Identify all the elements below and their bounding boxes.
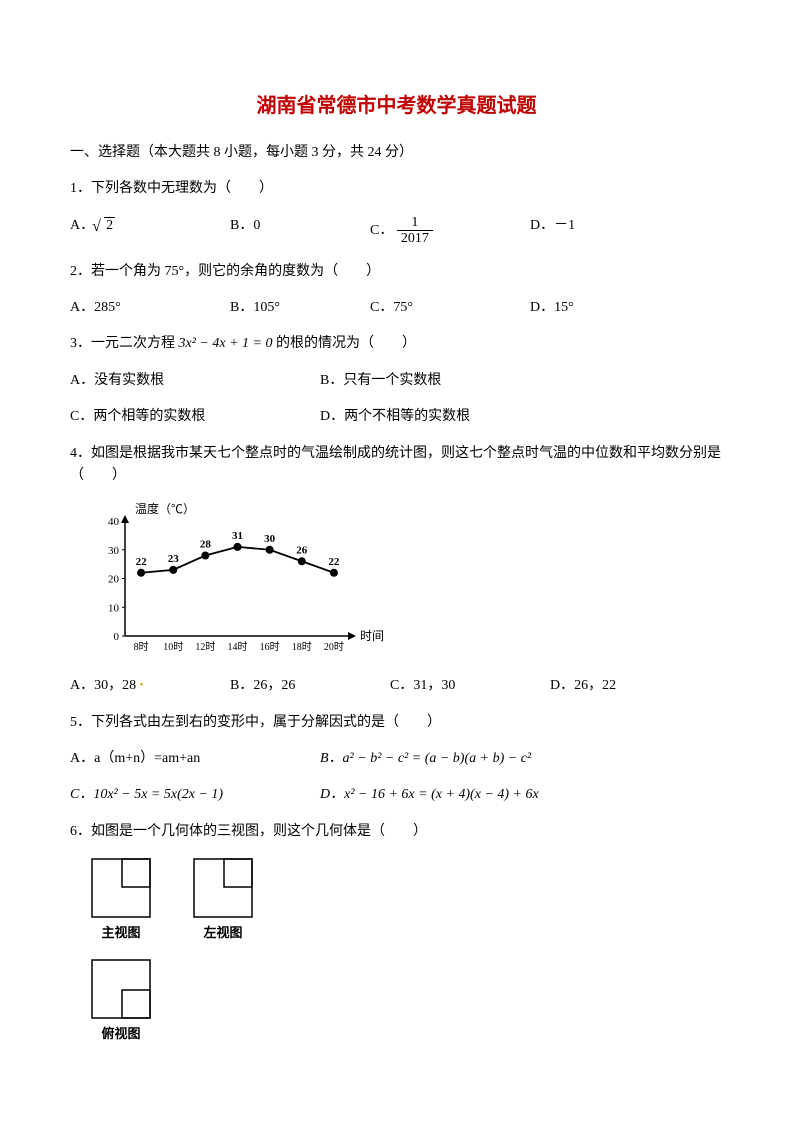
- left-view-label: 左视图: [192, 923, 254, 944]
- q4-option-d: D．26，22: [550, 675, 710, 697]
- q5-option-d: D．x² − 16 + 6x = (x + 4)(x − 4) + 6x: [320, 784, 539, 806]
- q3-option-b: B．只有一个实数根: [320, 370, 570, 392]
- svg-text:20: 20: [108, 574, 120, 586]
- svg-text:22: 22: [328, 556, 340, 568]
- svg-text:时间: 时间: [360, 629, 384, 643]
- q2-option-c: C．75°: [370, 297, 530, 319]
- sqrt-icon: 2: [94, 215, 115, 237]
- q3-post: 的根的情况为（ ）: [272, 336, 416, 351]
- svg-text:18时: 18时: [292, 641, 312, 653]
- q3-eq: 3x² − 4x + 1 = 0: [179, 336, 273, 351]
- svg-text:0: 0: [114, 631, 120, 643]
- fraction: 1 2017: [397, 215, 433, 247]
- q3-option-a: A．没有实数根: [70, 370, 320, 392]
- temperature-line-chart: 温度（℃） 0 10 20 30 40 8时 10时 12时 14时 16时 18时 20时 时间 22 23…: [90, 501, 390, 661]
- q1-option-d: D．－1: [530, 215, 670, 247]
- svg-text:26: 26: [296, 545, 308, 557]
- main-view-svg: [90, 857, 152, 919]
- q1-option-c: C． 1 2017: [370, 215, 530, 247]
- q5-option-a: A．a（m+n）=am+an: [70, 748, 320, 770]
- svg-text:20时: 20时: [324, 641, 344, 653]
- q2-option-d: D．15°: [530, 297, 670, 319]
- top-view-label: 俯视图: [90, 1024, 152, 1045]
- svg-text:23: 23: [168, 553, 180, 565]
- top-view: 俯视图: [90, 958, 152, 1045]
- q6-views-row2: 俯视图: [90, 958, 723, 1045]
- q2-option-a: A．285°: [70, 297, 230, 319]
- svg-text:40: 40: [108, 516, 120, 528]
- question-2: 2．若一个角为 75°，则它的余角的度数为（ ）: [70, 261, 723, 283]
- q4-option-b: B．26，26: [230, 675, 390, 697]
- section-1-header: 一、选择题（本大题共 8 小题，每小题 3 分，共 24 分）: [70, 142, 723, 164]
- q5-option-c: C．10x² − 5x = 5x(2x − 1): [70, 784, 320, 806]
- q2-options: A．285° B．105° C．75° D．15°: [70, 297, 723, 319]
- svg-text:30: 30: [264, 533, 276, 545]
- svg-text:22: 22: [136, 556, 148, 568]
- svg-text:10时: 10时: [163, 641, 183, 653]
- q1-option-b: B．0: [230, 215, 370, 247]
- left-view-svg: [192, 857, 254, 919]
- svg-text:31: 31: [232, 530, 243, 542]
- q4-chart: 温度（℃） 0 10 20 30 40 8时 10时 12时 14时 16时 18时 20时 时间 22 23…: [90, 501, 723, 661]
- svg-text:14时: 14时: [228, 641, 248, 653]
- q3-pre: 3．一元二次方程: [70, 336, 179, 351]
- q1-c-prefix: C．: [370, 223, 393, 238]
- question-4: 4．如图是根据我市某天七个整点时的气温绘制成的统计图，则这七个整点时气温的中位数…: [70, 443, 723, 488]
- svg-text:16时: 16时: [260, 641, 280, 653]
- top-view-svg: [90, 958, 152, 1020]
- svg-text:8时: 8时: [134, 641, 149, 653]
- q1-a-prefix: A．: [70, 218, 94, 233]
- question-6: 6．如图是一个几何体的三视图，则这个几何体是（ ）: [70, 821, 723, 843]
- q5-option-b: B．a² − b² − c² = (a − b)(a + b) − c²: [320, 748, 531, 770]
- svg-text:10: 10: [108, 603, 120, 615]
- q5-options-2: C．10x² − 5x = 5x(2x − 1) D．x² − 16 + 6x …: [70, 784, 723, 806]
- q1-option-a: A． 2: [70, 215, 230, 247]
- q4-options: A．30，28 • B．26，26 C．31，30 D．26，22: [70, 675, 723, 697]
- svg-text:温度（℃）: 温度（℃）: [135, 501, 195, 516]
- svg-text:12时: 12时: [195, 641, 215, 653]
- exam-title: 湖南省常德市中考数学真题试题: [70, 90, 723, 122]
- svg-text:30: 30: [108, 545, 120, 557]
- denominator: 2017: [397, 231, 433, 246]
- q2-option-b: B．105°: [230, 297, 370, 319]
- q6-views-row1: 主视图 左视图: [90, 857, 723, 944]
- q4-option-a: A．30，28 •: [70, 675, 230, 697]
- q3-option-c: C．两个相等的实数根: [70, 406, 320, 428]
- q3-option-d: D．两个不相等的实数根: [320, 406, 570, 428]
- main-view-label: 主视图: [90, 923, 152, 944]
- q1-options: A． 2 B．0 C． 1 2017 D．－1: [70, 215, 723, 247]
- question-1: 1．下列各数中无理数为（ ）: [70, 178, 723, 200]
- question-3: 3．一元二次方程 3x² − 4x + 1 = 0 的根的情况为（ ）: [70, 333, 723, 355]
- q5-options-1: A．a（m+n）=am+an B．a² − b² − c² = (a − b)(…: [70, 748, 723, 770]
- q4-a-text: A．30，28: [70, 678, 136, 693]
- main-view: 主视图: [90, 857, 152, 944]
- q3-options-1: A．没有实数根 B．只有一个实数根: [70, 370, 723, 392]
- svg-text:28: 28: [200, 539, 212, 551]
- question-5: 5．下列各式由左到右的变形中，属于分解因式的是（ ）: [70, 712, 723, 734]
- dot-icon: •: [140, 680, 144, 691]
- q3-options-2: C．两个相等的实数根 D．两个不相等的实数根: [70, 406, 723, 428]
- q4-option-c: C．31，30: [390, 675, 550, 697]
- numerator: 1: [397, 215, 433, 231]
- radicand: 2: [104, 217, 115, 233]
- left-view: 左视图: [192, 857, 254, 944]
